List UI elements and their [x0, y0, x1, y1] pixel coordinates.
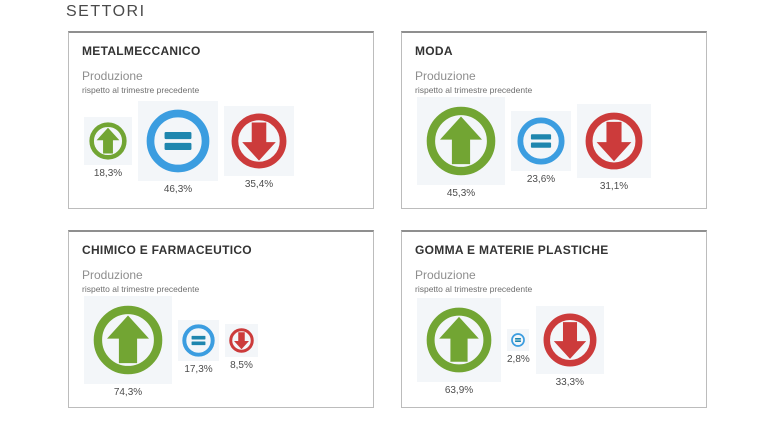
indicator-row: 74,3% 17,3% 8,5%	[82, 296, 360, 398]
down-indicator: 35,4%	[224, 106, 294, 190]
icon-value-label: 31,1%	[599, 181, 629, 192]
page-title: SETTORI	[66, 3, 146, 20]
sector-panel-title: METALMECCANICO	[82, 44, 201, 58]
icon-tile[interactable]	[577, 104, 651, 178]
sector-panel-title: GOMMA E MATERIE PLASTICHE	[415, 243, 609, 257]
equals-icon	[182, 323, 215, 357]
icon-tile[interactable]	[178, 319, 219, 361]
sector-panel: GOMMA E MATERIE PLASTICHE Produzione ris…	[401, 230, 707, 408]
icon-tile[interactable]	[84, 296, 172, 384]
icon-tile[interactable]	[417, 97, 505, 185]
down-arrow-icon	[585, 112, 643, 170]
icon-tile[interactable]	[507, 329, 530, 351]
icon-tile[interactable]	[417, 298, 501, 382]
up-arrow-icon	[426, 307, 492, 373]
up-indicator: 18,3%	[84, 117, 132, 179]
down-indicator: 31,1%	[577, 104, 651, 192]
icon-value-label: 2,8%	[507, 354, 530, 365]
icon-value-label: 63,9%	[444, 385, 474, 396]
icon-value-label: 18,3%	[93, 168, 123, 179]
equal-indicator: 17,3%	[178, 319, 219, 375]
icon-value-label: 23,6%	[526, 174, 556, 185]
icon-value-label: 35,4%	[244, 179, 274, 190]
sector-panel-title: CHIMICO E FARMACEUTICO	[82, 243, 252, 257]
metric-title: Produzione	[82, 268, 143, 282]
up-indicator: 63,9%	[417, 298, 501, 396]
equals-icon	[517, 117, 565, 165]
up-arrow-icon	[93, 305, 163, 375]
icon-tile[interactable]	[84, 117, 132, 165]
icon-tile[interactable]	[224, 106, 294, 176]
icon-tile[interactable]	[535, 306, 604, 374]
sector-panel: METALMECCANICO Produzione rispetto al tr…	[68, 31, 374, 209]
icon-tile[interactable]	[138, 101, 218, 181]
up-arrow-icon	[426, 106, 496, 176]
indicator-row: 18,3% 46,3% 35,4%	[82, 97, 360, 199]
equal-indicator: 2,8%	[507, 329, 530, 365]
metric-subtitle: rispetto al trimestre precedente	[415, 85, 533, 95]
indicator-row: 45,3% 23,6% 31,1%	[415, 97, 693, 199]
icon-value-label: 17,3%	[184, 363, 213, 375]
metric-subtitle: rispetto al trimestre precedente	[82, 85, 200, 95]
equal-indicator: 23,6%	[511, 111, 571, 185]
metric-subtitle: rispetto al trimestre precedente	[82, 284, 200, 294]
icon-value-label: 45,3%	[446, 188, 476, 199]
sector-panels-grid: METALMECCANICO Produzione rispetto al tr…	[68, 31, 707, 408]
icon-value-label: 8,5%	[230, 359, 253, 371]
equals-icon	[146, 109, 210, 173]
down-indicator: 33,3%	[535, 306, 604, 388]
icon-tile[interactable]	[511, 111, 571, 171]
metric-title: Produzione	[415, 268, 476, 282]
down-indicator: 8,5%	[225, 323, 258, 371]
up-arrow-icon	[89, 122, 127, 160]
metric-title: Produzione	[82, 69, 143, 83]
down-arrow-icon	[229, 327, 254, 353]
icon-tile[interactable]	[225, 323, 258, 357]
down-arrow-icon	[231, 113, 287, 169]
down-arrow-icon	[543, 313, 597, 367]
up-indicator: 74,3%	[84, 296, 172, 398]
sector-panel: MODA Produzione rispetto al trimestre pr…	[401, 31, 707, 209]
indicator-row: 63,9% 2,8% 33,3%	[415, 296, 693, 398]
icon-value-label: 33,3%	[555, 377, 584, 388]
icon-value-label: 74,3%	[113, 387, 143, 398]
sector-panel: CHIMICO E FARMACEUTICO Produzione rispet…	[68, 230, 374, 408]
sector-panel-title: MODA	[415, 44, 453, 58]
icon-value-label: 46,3%	[163, 184, 193, 195]
equal-indicator: 46,3%	[138, 101, 218, 195]
metric-subtitle: rispetto al trimestre precedente	[415, 284, 533, 294]
metric-title: Produzione	[415, 69, 476, 83]
equals-icon	[511, 333, 526, 347]
up-indicator: 45,3%	[417, 97, 505, 199]
